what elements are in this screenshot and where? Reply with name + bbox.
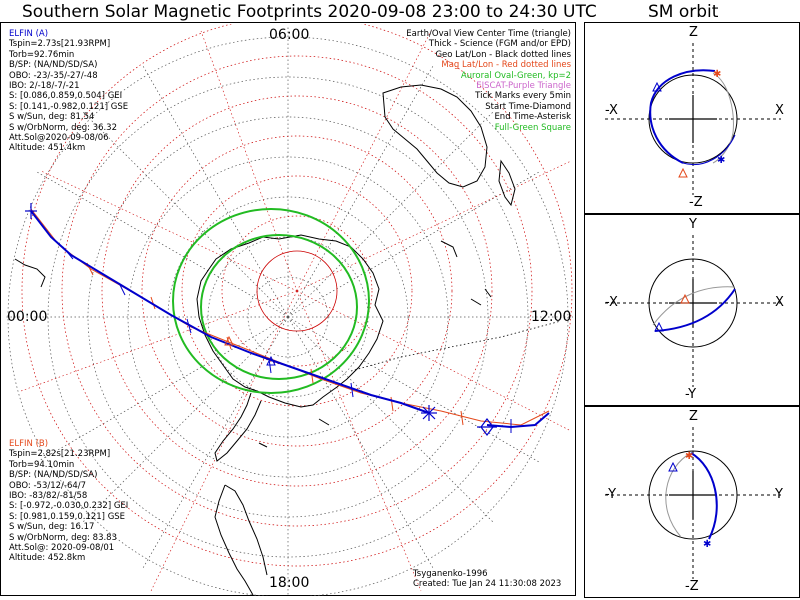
axis-bottom: -Y	[685, 387, 697, 402]
elfin-a-line: Torb=92.76min	[9, 49, 75, 60]
axis-left: -X	[605, 295, 618, 310]
elfin-b-line: S: [0.981,0.159,0.121] GSE	[9, 511, 126, 522]
polar-map	[6, 24, 573, 596]
elfin-a-info: ELFIN (A) Tspin=2.73s[21.93RPM] Torb=92.…	[9, 29, 128, 154]
start-cross-marker	[25, 203, 37, 219]
antarctica-coastline	[196, 234, 384, 408]
elfin-b-line: B/SP: (NA/ND/SD/SA)	[9, 470, 98, 481]
legend-line: Geo Lat/Lon - Black dotted lines	[435, 49, 571, 60]
elfin-a-line: S w/OrbNorm, deg: 36.32	[9, 122, 118, 133]
axis-top: Y	[689, 217, 697, 232]
elfin-a-line: S: [0.141,-0.982,0.121] GSE	[9, 101, 129, 112]
sm-orbit-panel-xy: Y -Y -X X	[584, 214, 800, 406]
elfin-a-line: B/SP: (NA/ND/SD/SA)	[9, 60, 98, 71]
axis-right: X	[775, 103, 784, 118]
orbit-plot-xz: ✱ ✱	[605, 43, 781, 195]
axis-right: X	[775, 295, 784, 310]
legend-line: Start Time-Diamond	[485, 101, 571, 112]
legend-line: End Time-Asterisk	[494, 112, 571, 123]
svg-text:✱: ✱	[685, 451, 693, 462]
axis-top: Z	[689, 25, 698, 40]
svg-text:✱: ✱	[717, 155, 725, 166]
legend: Earth/Oval View Center Time (triangle) T…	[406, 29, 571, 133]
elfin-b-line: S w/Sun, deg: 16.17	[9, 522, 95, 533]
elfin-a-name: ELFIN (A)	[9, 29, 49, 39]
orbit-plot-yz: ✱ ✱	[605, 427, 781, 579]
polar-map-panel: 06:00 00:00 12:00 18:00 ELFIN (A) Tspin=…	[0, 22, 576, 596]
elfin-a-track-late	[486, 412, 550, 429]
elfin-a-ticks	[62, 246, 512, 433]
elfin-a-line: S: [0.086,0.859,0.504] GEI	[9, 91, 123, 102]
orbit-title: SM orbit	[648, 2, 719, 22]
legend-line: Earth/Oval View Center Time (triangle)	[406, 29, 571, 39]
orbit-plot-xy	[605, 235, 781, 387]
elfin-b-line: S w/OrbNorm, deg: 83.83	[9, 532, 118, 543]
sm-orbit-panel-yz: ✱ ✱ Z -Z -Y Y	[584, 406, 800, 598]
axis-top: Z	[689, 409, 698, 424]
elfin-b-line: Torb=94.10min	[9, 459, 75, 470]
clock-label-bottom: 18:00	[269, 575, 310, 591]
elfin-b-info: ELFIN (B) Tspin=2.82s[21.23RPM] Torb=94.…	[9, 439, 128, 564]
elfin-a-line: Altitude: 451.4km	[9, 143, 86, 154]
elfin-b-line: Tspin=2.82s[21.23RPM]	[9, 449, 111, 460]
created-credit: Created: Tue Jan 24 11:30:08 2023	[413, 579, 562, 590]
axis-right: Y	[775, 487, 783, 502]
elfin-b-line: OBO: -53/12/-64/7	[9, 480, 87, 491]
islands	[258, 240, 492, 448]
elfin-a-track	[30, 210, 430, 414]
elfin-b-ticks	[86, 262, 464, 426]
legend-line: Full-Green Square	[494, 122, 571, 133]
svg-text:✱: ✱	[703, 539, 711, 550]
clock-label-right: 12:00	[531, 309, 572, 325]
legend-line: Auroral Oval-Green, kp=2	[460, 70, 571, 81]
terminator-line	[350, 320, 562, 372]
elfin-b-line: IBO: -83/82/-81/58	[9, 491, 88, 502]
view-center-triangle-b	[224, 335, 234, 346]
elfin-a-line: S w/Sun, deg: 81.54	[9, 112, 95, 123]
auroral-oval-inner	[200, 234, 358, 380]
elfin-b-line: S: [-0.972,-0.030,0.232] GEI	[9, 501, 129, 512]
elfin-b-line: Att.Sol@: 2020-09-08/01	[9, 543, 115, 554]
elfin-a-line: Att.Sol@2020-09-08/06	[9, 133, 109, 144]
clock-label-top: 06:00	[269, 27, 310, 43]
clock-label-left: 00:00	[7, 309, 48, 325]
elfin-b-track	[30, 208, 550, 426]
legend-line: EISCAT-Purple Triangle	[476, 81, 571, 92]
end-asterisk-marker	[421, 405, 437, 421]
legend-line: Mag Lat/Lon - Red dotted lines	[441, 60, 571, 71]
sm-orbit-panel-xz: ✱ ✱ Z -Z -X X	[584, 22, 800, 214]
new-zealand-coastline	[498, 159, 516, 207]
axis-bottom: -Z	[685, 579, 699, 594]
australia-coastline	[382, 84, 488, 188]
legend-line: Tick Marks every 5min	[475, 91, 571, 102]
elfin-b-name: ELFIN (B)	[9, 439, 49, 449]
axis-left: -X	[605, 103, 618, 118]
geo-meridians	[6, 27, 573, 595]
peninsula-coastline	[214, 392, 262, 462]
elfin-a-line: IBO: 2/-18/-7/-21	[9, 81, 80, 92]
auroral-oval-outer	[172, 208, 370, 394]
svg-text:✱: ✱	[713, 69, 721, 80]
legend-line: Thick - Science (FGM and/or EPD)	[428, 39, 571, 50]
model-credit: Tsyganenko-1996	[413, 569, 488, 579]
mag-pole-circle	[256, 250, 338, 332]
mag-meridians	[20, 30, 572, 592]
elfin-b-line: Altitude: 452.8km	[9, 553, 86, 564]
plot-title: Southern Solar Magnetic Footprints 2020-…	[22, 2, 597, 22]
axis-left: -Y	[605, 487, 617, 502]
elfin-a-line: Tspin=2.73s[21.93RPM]	[9, 39, 111, 50]
start-diamond-marker	[477, 418, 497, 436]
credits: Tsyganenko-1996 Created: Tue Jan 24 11:3…	[413, 569, 561, 590]
axis-bottom: -Z	[689, 195, 703, 210]
elfin-a-line: OBO: -23/-35/-27/-48	[9, 70, 98, 81]
view-center-triangle-a	[266, 355, 276, 366]
south-america-coastline	[214, 484, 268, 596]
africa-coastline	[14, 258, 46, 288]
